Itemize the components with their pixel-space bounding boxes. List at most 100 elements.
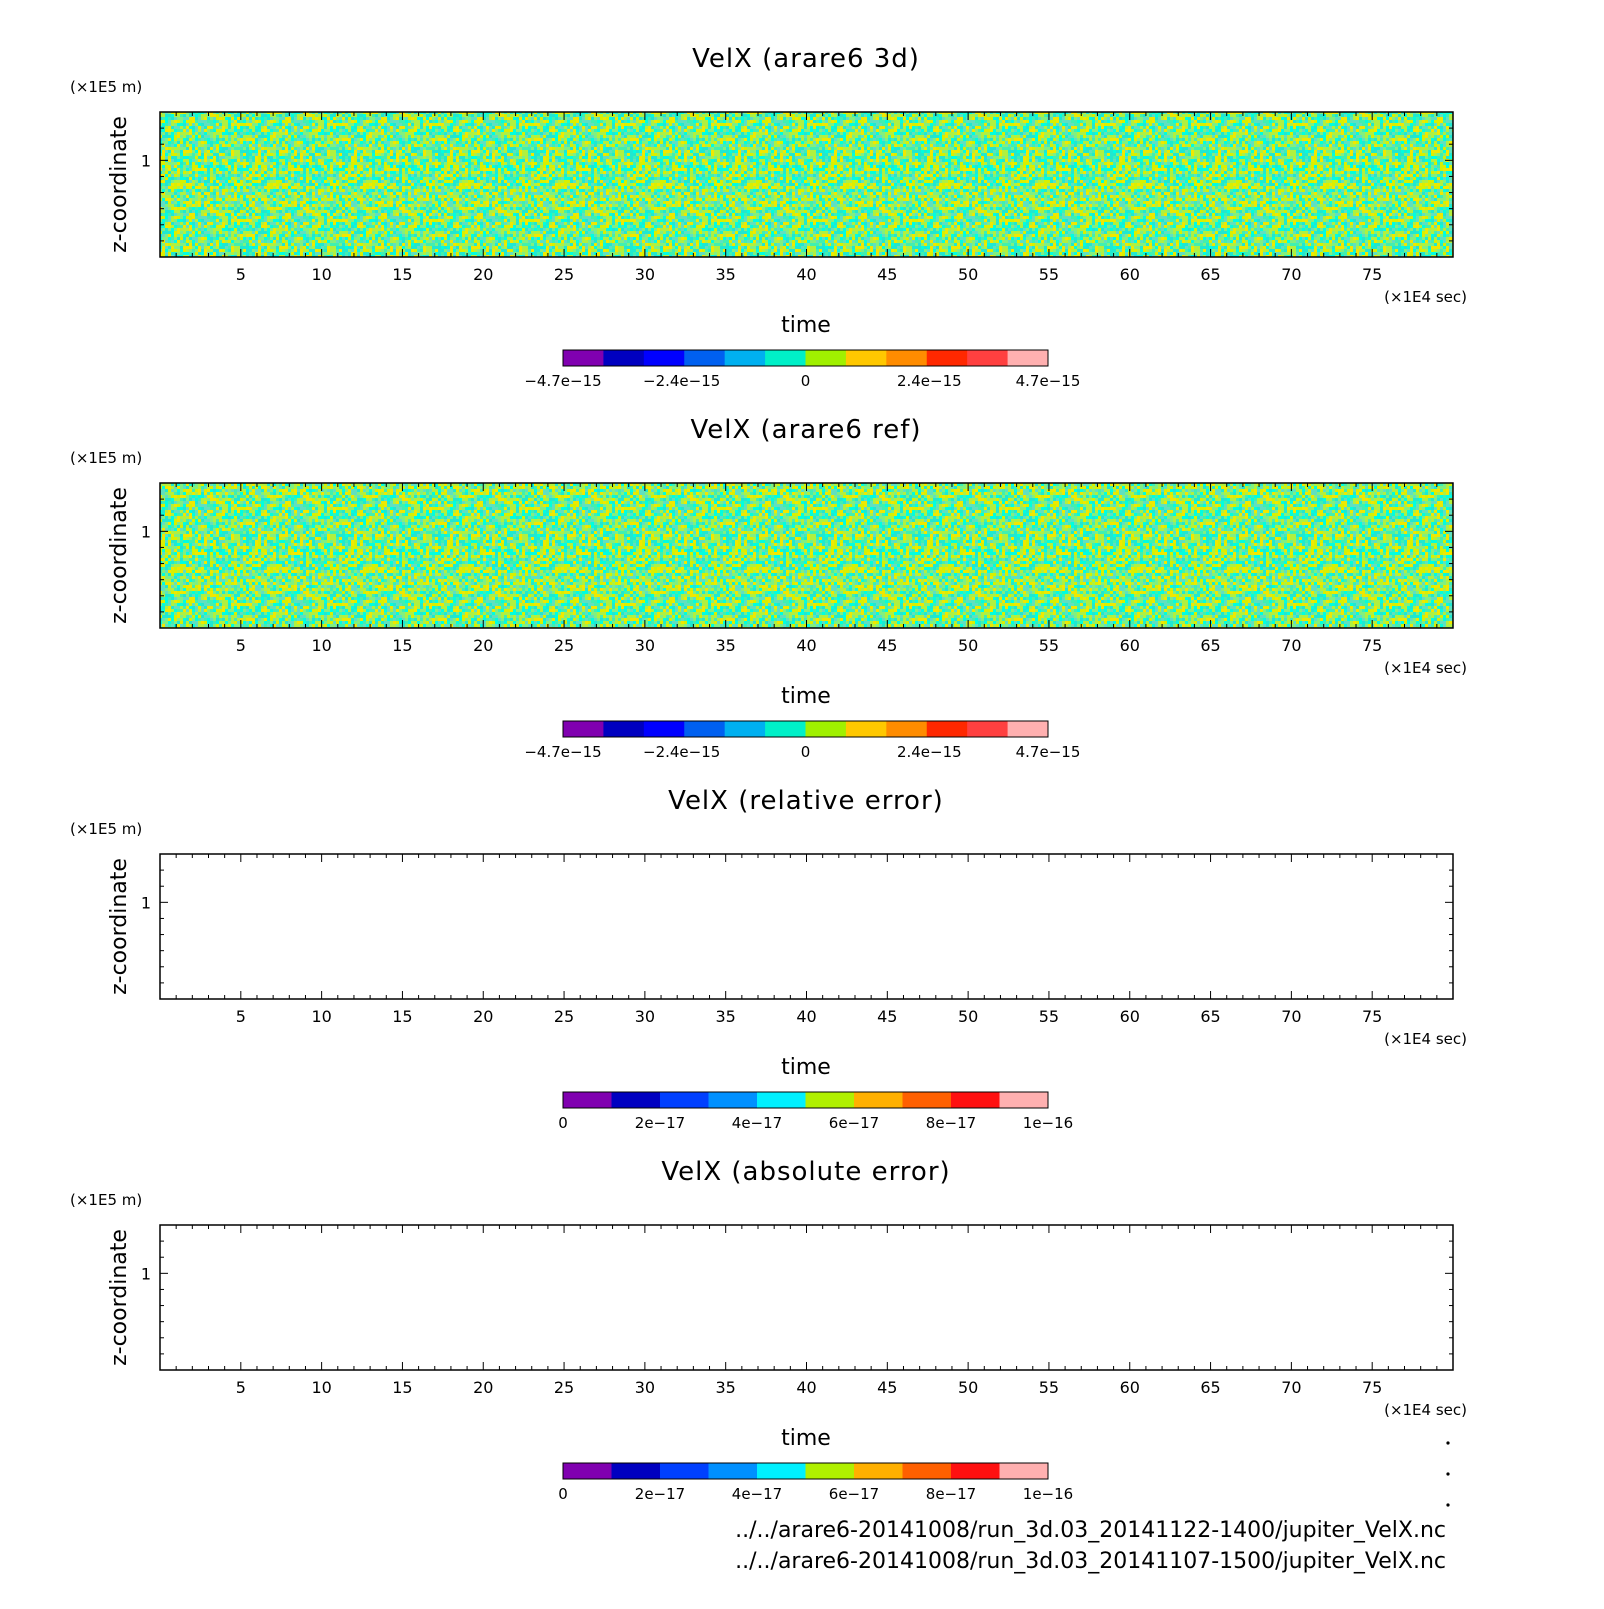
x-tick-label: 20 [473, 265, 493, 284]
heatmap-field [160, 854, 1453, 999]
colorbar-swatch [999, 1463, 1049, 1479]
x-tick-label: 60 [1120, 265, 1140, 284]
x-tick-label: 70 [1281, 265, 1301, 284]
x-tick-label: 45 [877, 1007, 897, 1026]
colorbar: −4.7e−15 −2.4e−15 0 2.4e−15 4.7e−15 [524, 349, 1081, 390]
colorbar-swatch [563, 721, 604, 737]
chart-panels: VelX (arare6 3d)(×1E5 m)5 10 15 20 25 30 35 40 4… [70, 44, 1467, 1503]
dot-mark [1446, 1441, 1450, 1445]
colorbar-tick-label: 4e−17 [732, 1114, 782, 1132]
colorbar-swatch [805, 1092, 855, 1108]
x-tick-label: 45 [877, 1378, 897, 1397]
colorbar-swatch [951, 1092, 1000, 1108]
x-tick-label: 35 [716, 265, 736, 284]
colorbar-swatch [765, 721, 806, 737]
colorbar-tick-label: 0 [801, 372, 811, 390]
colorbar-tick-label: 4.7e−15 [1016, 372, 1081, 390]
x-tick-label: 75 [1362, 636, 1382, 655]
colorbar-tick-label: 2e−17 [635, 1114, 685, 1132]
colorbar-tick-label: −4.7e−15 [524, 743, 601, 761]
x-tick-label: 60 [1120, 1007, 1140, 1026]
chart-title: VelX (arare6 ref) [690, 415, 921, 445]
x-tick-label: 35 [716, 1007, 736, 1026]
y-unit-label: (×1E5 m) [70, 78, 142, 96]
colorbar-swatch [708, 1463, 758, 1479]
x-tick-label: 70 [1281, 1378, 1301, 1397]
x-tick-label: 70 [1281, 1007, 1301, 1026]
colorbar-swatch [854, 1092, 903, 1108]
colorbar-tick-label: −4.7e−15 [524, 372, 601, 390]
heatmap-field [160, 483, 1453, 628]
y-axis-label: z-coordinate [107, 116, 132, 253]
colorbar-tick-label: 6e−17 [829, 1485, 879, 1503]
colorbar-swatch [967, 350, 1009, 366]
y-axis-label: z-coordinate [107, 487, 132, 624]
colorbar-swatch [563, 1092, 612, 1108]
x-tick-label: 10 [311, 636, 331, 655]
colorbar-swatch [603, 721, 645, 737]
x-axis-label: time [781, 1426, 831, 1451]
colorbar-frame [562, 1091, 1049, 1109]
colorbar-tick-label: 0 [558, 1114, 568, 1132]
x-tick-label: 35 [716, 636, 736, 655]
x-tick-label: 25 [554, 1007, 574, 1026]
y-unit-label: (×1E5 m) [70, 449, 142, 467]
colorbar-swatch [926, 350, 968, 366]
colorbar-tick-label: 0 [801, 743, 811, 761]
colorbar-swatch [643, 721, 685, 737]
x-unit-label: (×1E4 sec) [1384, 659, 1467, 677]
colorbar-swatch [926, 721, 968, 737]
colorbar-swatch [765, 350, 806, 366]
colorbar-swatch [805, 350, 847, 366]
x-tick-label: 25 [554, 636, 574, 655]
x-tick-label: 25 [554, 1378, 574, 1397]
x-tick-label: 65 [1200, 1378, 1220, 1397]
x-tick-label: 20 [473, 1378, 493, 1397]
colorbar-swatch [951, 1463, 1000, 1479]
y-axis-label: z-coordinate [107, 858, 132, 995]
x-tick-label: 10 [311, 265, 331, 284]
colorbar-tick-label: 4.7e−15 [1016, 743, 1081, 761]
x-tick-label: 45 [877, 636, 897, 655]
colorbar-swatch [1007, 721, 1049, 737]
x-tick-label: 40 [796, 1007, 816, 1026]
colorbar-tick-label: 0 [558, 1485, 568, 1503]
x-tick-label: 5 [236, 1378, 246, 1397]
colorbar-tick-label: 8e−17 [926, 1485, 976, 1503]
x-tick-label: 60 [1120, 636, 1140, 655]
dot-mark [1446, 1472, 1450, 1476]
colorbar-swatch [563, 350, 604, 366]
colorbar-frame [562, 720, 1049, 738]
chart-panel-4: VelX (absolute error)(×1E5 m)5 10 15 20 25 30… [70, 1157, 1467, 1503]
colorbar-frame [562, 1462, 1049, 1480]
x-tick-label: 30 [635, 1007, 655, 1026]
x-tick-label: 5 [236, 1007, 246, 1026]
x-tick-label: 30 [635, 1378, 655, 1397]
x-tick-label: 45 [877, 265, 897, 284]
y-tick-label: 1 [141, 1264, 151, 1283]
x-axis-label: time [781, 313, 831, 338]
colorbar: 0 2e−17 4e−17 6e−17 8e−17 1e−16 [558, 1462, 1073, 1503]
colorbar-swatch [1007, 350, 1049, 366]
x-tick-label: 15 [392, 636, 412, 655]
colorbar-swatch [708, 1092, 758, 1108]
x-tick-label: 40 [796, 1378, 816, 1397]
colorbar-tick-label: 6e−17 [829, 1114, 879, 1132]
x-tick-label: 20 [473, 1007, 493, 1026]
x-tick-label: 70 [1281, 636, 1301, 655]
x-tick-label: 55 [1039, 265, 1059, 284]
colorbar-tick-label: 2.4e−15 [897, 372, 962, 390]
colorbar-tick-label: 1e−16 [1023, 1114, 1073, 1132]
x-tick-label: 35 [716, 1378, 736, 1397]
y-axis-label: z-coordinate [107, 1229, 132, 1366]
x-tick-label: 75 [1362, 265, 1382, 284]
x-tick-label: 25 [554, 265, 574, 284]
colorbar-swatch [684, 721, 726, 737]
colorbar-swatch [757, 1463, 806, 1479]
chart-panel-2: VelX (arare6 ref)(×1E5 m)5 10 15 20 25 30 35 40… [70, 415, 1467, 761]
x-tick-label: 50 [958, 265, 978, 284]
y-unit-label: (×1E5 m) [70, 820, 142, 838]
x-tick-label: 30 [635, 636, 655, 655]
